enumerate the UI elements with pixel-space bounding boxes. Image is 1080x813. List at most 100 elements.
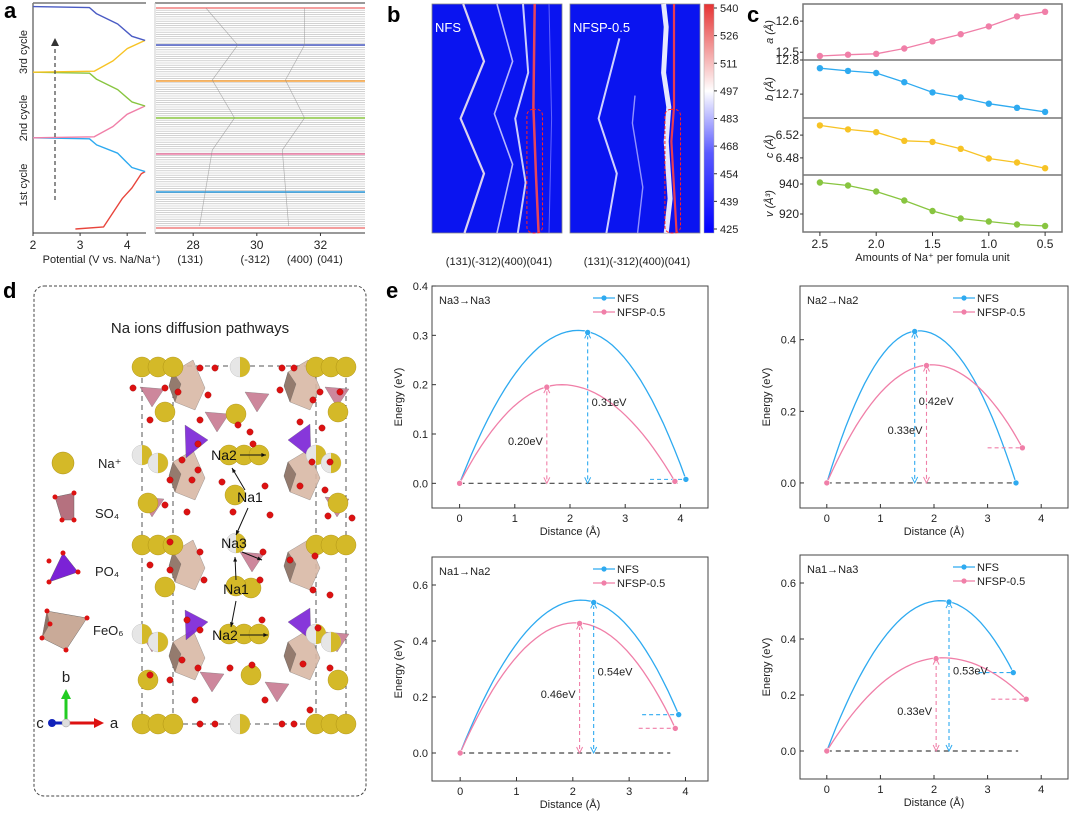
o-atom [218,478,226,486]
x-tick-label: 3 [626,786,632,798]
na-atom [327,669,349,691]
x-tick-label: 0 [457,513,463,525]
colorbar-tick-label: 425 [720,224,738,236]
o-atom [200,576,208,584]
panel-e: 0 1 2 3 4 0.0 0.1 0.2 0.3 0.4 Distance (Å) Energy (… [393,281,1069,811]
site-label: Na2 [211,447,237,463]
y-tick-label: 0.6 [781,578,796,590]
lattice-point [957,31,964,38]
peak-track [199,7,239,227]
y-tick-label: 0.0 [781,478,796,490]
o-atom-icon [59,517,65,523]
lattice-point [816,65,824,72]
a-axis-label: a [110,715,119,732]
lattice-point [929,89,936,96]
arrowhead-icon [233,557,238,562]
o-atom [194,466,202,474]
legend-marker [961,309,967,315]
x-axis-label: Distance (Å) [540,525,601,538]
diffraction-track [459,3,486,234]
barrier-label: 0.33eV [897,706,933,718]
y-axis-label: c (Å) [763,135,776,159]
lattice-point [1041,108,1049,116]
o-atom-icon [84,615,90,621]
lattice-point [844,182,852,189]
arrowhead-up-icon [945,600,953,609]
energy-curve-NFS [458,329,687,484]
lattice-point [929,207,936,215]
colorbar-tick-label: 439 [720,196,738,208]
colorbar-tick-label: 483 [720,114,738,126]
plot-frame [431,285,709,509]
legend-marker [601,295,607,301]
x-tick-label: 3 [622,513,628,525]
na-sphere-icon [51,451,75,475]
peak-label: (-312) [241,254,270,266]
x-axis-label: Potential (V vs. Na/Na⁺) [43,254,161,266]
legend-marker [601,566,607,572]
arrowhead-down-icon [911,476,919,485]
na-site-partial-fill [158,632,168,652]
lattice-point [901,197,908,204]
so4-tetrahedron-icon [54,492,75,521]
lattice-point [1041,165,1049,172]
x-tick-label: 1 [513,786,519,798]
na-site-partial-fill [331,632,341,652]
y-tick-label: 0.4 [781,634,796,646]
y-tick-label: 0.4 [781,335,796,347]
x-tick-label: 2 [931,784,937,796]
o-atom [229,508,237,516]
barrier-label: 0.42eV [919,396,955,408]
o-atom [166,538,174,546]
o-atom-icon [60,550,66,556]
panel-label-d: d [3,278,16,303]
x-tick-label: 3 [985,784,991,796]
panel-label-a: a [4,0,17,23]
site-label: Na2 [212,627,238,643]
y-tick-label: 940 [779,177,799,191]
y-axis-label: Energy (eV) [393,640,405,699]
na-site-partial-fill [240,714,250,734]
panel-d: Na ions diffusion pathways Na2Na1Na3Na1N… [33,285,367,797]
o-atom [183,616,191,624]
y-axis-label: Energy (eV) [393,368,405,427]
diffraction-track [548,3,553,234]
legend-label: NFS [977,562,999,574]
energy-curve-NFS [826,330,1017,484]
o-atom-icon [46,579,52,585]
lattice-point [1041,222,1049,230]
energy-curve-NFSP-0.5 [826,657,1027,752]
o-atom [299,660,307,668]
arrowhead-up-icon [543,386,551,394]
contour-map-nfsp: NFSP-0.5 (131)(-312)(400)(041) [569,3,701,268]
so4-tetrahedron [139,386,165,408]
peak-label: (041) [317,254,343,266]
xrd-pattern-stack [156,7,365,229]
panel-a: 2 3 4 Potential (V vs. Na/Na⁺) 1st cycle 2nd … [18,2,365,266]
x-axis-label: Distance (Å) [540,798,601,811]
o-atom [336,388,344,396]
o-atom [166,476,174,484]
arrowhead-icon [229,622,234,627]
energy-curve-NFS [459,599,680,754]
arrowhead-down-icon [932,744,940,753]
o-atom-icon [71,490,77,496]
voltage-curve-discharge-2 [32,71,146,107]
o-atom-icon [44,608,50,614]
contour-map-nfs: NFS (131)(-312)(400)(041) [431,3,563,268]
o-atom [309,586,317,594]
o-atom-icon [63,647,69,653]
energy-point [1022,695,1030,703]
x-tick-label: 0 [824,784,830,796]
o-atom-icon [39,635,45,641]
so4-tetrahedron [239,551,265,573]
na-atom [225,403,247,425]
o-atom [348,514,356,522]
arrow-up-icon [51,38,59,46]
o-atom [178,456,186,464]
y-tick-label: 0.1 [413,429,428,441]
po4-tetrahedron-icon [48,552,79,583]
x-tick-label: 1.0 [980,237,997,251]
x-tick-label: 1 [877,513,883,525]
peak-label: (131) [177,254,203,266]
